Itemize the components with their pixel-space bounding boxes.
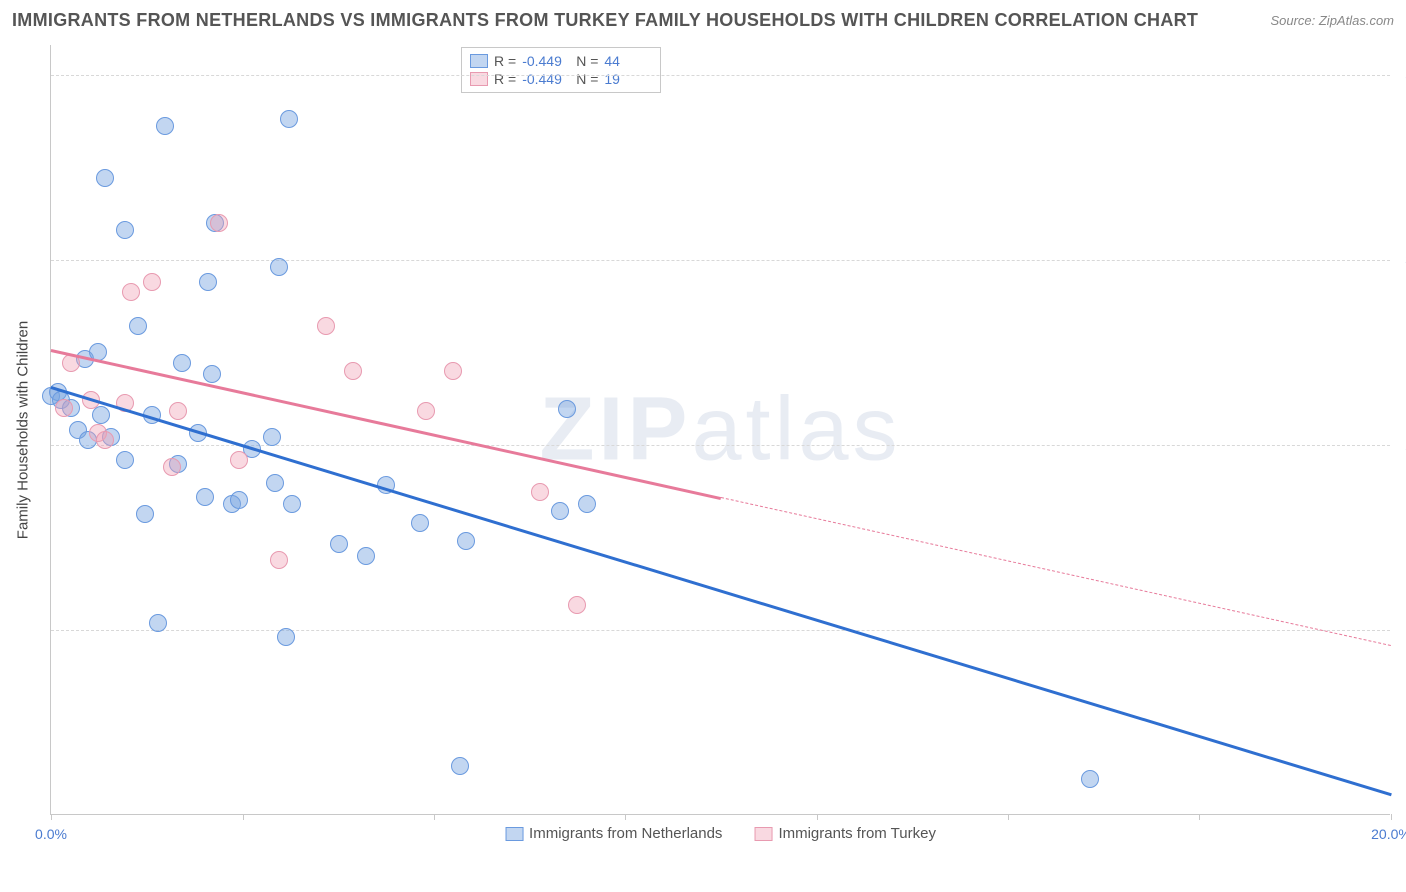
series1-point: [96, 169, 114, 187]
bottom-legend-item: Immigrants from Turkey: [754, 825, 936, 842]
series1-point: [551, 502, 569, 520]
series1-point: [263, 428, 281, 446]
series1-point: [173, 354, 191, 372]
bottom-legend-label: Immigrants from Turkey: [778, 825, 936, 842]
series1-point: [129, 317, 147, 335]
series2-point: [230, 451, 248, 469]
grid-line: [51, 75, 1390, 76]
x-tick-label: 20.0%: [1371, 826, 1406, 842]
series2-point: [122, 283, 140, 301]
chart-title: IMMIGRANTS FROM NETHERLANDS VS IMMIGRANT…: [12, 10, 1198, 31]
x-tick: [1391, 814, 1392, 820]
x-tick: [625, 814, 626, 820]
x-tick: [434, 814, 435, 820]
watermark: ZIPatlas: [539, 378, 901, 481]
series1-point: [203, 365, 221, 383]
series2-point: [270, 551, 288, 569]
series1-point: [149, 614, 167, 632]
series1-point: [92, 406, 110, 424]
series1-point: [266, 474, 284, 492]
series2-point: [568, 596, 586, 614]
series2-point: [143, 273, 161, 291]
stat-n-label: N =: [576, 53, 598, 69]
series1-point: [411, 514, 429, 532]
y-tick-label: 37.5%: [1395, 252, 1406, 268]
legend-swatch: [470, 54, 488, 68]
stat-r-label: R =: [494, 53, 516, 69]
series1-point: [1081, 770, 1099, 788]
series1-point: [451, 757, 469, 775]
grid-line: [51, 260, 1390, 261]
stat-n-label: N =: [576, 71, 598, 87]
series2-point: [417, 402, 435, 420]
series1-point: [330, 535, 348, 553]
watermark-rest: atlas: [691, 379, 901, 479]
stat-r-label: R =: [494, 71, 516, 87]
y-tick-label: 50.0%: [1395, 67, 1406, 83]
series1-point: [558, 400, 576, 418]
series1-point: [270, 258, 288, 276]
bottom-legend-item: Immigrants from Netherlands: [505, 825, 722, 842]
stat-n-value: 44: [604, 53, 652, 69]
series1-point: [116, 221, 134, 239]
series1-point: [116, 451, 134, 469]
series1-point: [156, 117, 174, 135]
series1-point: [199, 273, 217, 291]
series2-point: [444, 362, 462, 380]
bottom-legend: Immigrants from Netherlands Immigrants fr…: [505, 825, 936, 842]
series1-point: [277, 628, 295, 646]
series1-point: [280, 110, 298, 128]
x-tick: [817, 814, 818, 820]
x-tick-label: 0.0%: [35, 826, 67, 842]
series2-point: [344, 362, 362, 380]
series1-point: [457, 532, 475, 550]
series1-point: [578, 495, 596, 513]
bottom-legend-label: Immigrants from Netherlands: [529, 825, 722, 842]
series2-point: [55, 399, 73, 417]
source-label: Source: ZipAtlas.com: [1270, 13, 1394, 28]
title-bar: IMMIGRANTS FROM NETHERLANDS VS IMMIGRANT…: [12, 10, 1394, 31]
series1-point: [283, 495, 301, 513]
stat-r-value: -0.449: [522, 53, 570, 69]
y-axis-label: Family Households with Children: [15, 320, 32, 538]
stat-r-value: -0.449: [522, 71, 570, 87]
series1-point: [357, 547, 375, 565]
legend-swatch: [754, 827, 772, 841]
x-tick: [1199, 814, 1200, 820]
series2-point: [210, 214, 228, 232]
y-tick-label: 25.0%: [1395, 437, 1406, 453]
series1-point: [230, 491, 248, 509]
series2-point: [163, 458, 181, 476]
grid-line: [51, 630, 1390, 631]
x-tick: [1008, 814, 1009, 820]
series2-point: [169, 402, 187, 420]
series2-point: [96, 431, 114, 449]
trend-line-series1: [51, 386, 1392, 796]
series2-point: [531, 483, 549, 501]
stats-legend-row: R = -0.449 N = 44: [470, 52, 652, 70]
x-tick: [51, 814, 52, 820]
stat-n-value: 19: [604, 71, 652, 87]
series1-point: [136, 505, 154, 523]
series2-point: [317, 317, 335, 335]
trend-line-series2-dash: [721, 497, 1391, 646]
stats-legend: R = -0.449 N = 44 R = -0.449 N = 19: [461, 47, 661, 93]
series1-point: [196, 488, 214, 506]
y-tick-label: 12.5%: [1395, 622, 1406, 638]
legend-swatch: [505, 827, 523, 841]
x-tick: [243, 814, 244, 820]
stats-legend-row: R = -0.449 N = 19: [470, 70, 652, 88]
plot-area: Family Households with Children ZIPatlas…: [50, 45, 1390, 815]
